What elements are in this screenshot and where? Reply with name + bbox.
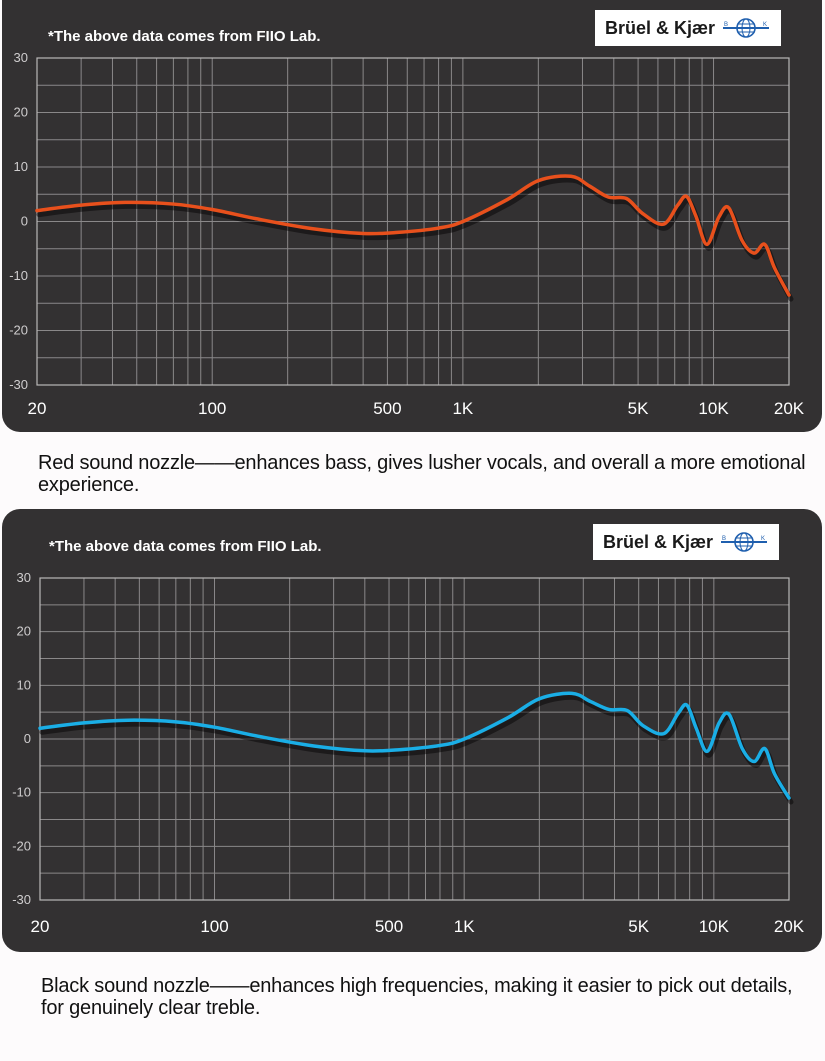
plot-frame [36, 57, 790, 386]
y-tick-label: -20 [12, 838, 31, 853]
source-note: *The above data comes from FIIO Lab. [49, 538, 322, 555]
x-tick-label: 100 [200, 917, 228, 936]
chart-panel-black: *The above data comes from FIIO Lab. Brü… [2, 509, 822, 952]
y-tick-label: -20 [9, 323, 28, 338]
y-tick-label: 10 [17, 677, 31, 692]
y-tick-label: -10 [9, 268, 28, 283]
series-line-black-sound-nozzle [38, 691, 791, 800]
x-tick-label: 10K [698, 399, 729, 418]
globe-icon: B K [721, 532, 768, 552]
source-note: *The above data comes from FIIO Lab. [48, 28, 321, 45]
x-tick-label: 20 [28, 399, 47, 418]
logo-text: Brüel & Kjær [604, 17, 716, 38]
logo-text: Brüel & Kjær [602, 531, 714, 552]
y-tick-label: 0 [21, 214, 28, 229]
y-tick-label: -30 [9, 377, 28, 392]
caption-red-nozzle: Red sound nozzle——enhances bass, gives l… [38, 452, 806, 496]
x-tick-label: 5K [628, 399, 649, 418]
x-tick-label: 500 [375, 917, 403, 936]
bruel-kjaer-logo: Brüel & Kjær B K [595, 10, 781, 46]
series-line-red-sound-nozzle [35, 174, 791, 297]
y-tick-label: 0 [24, 731, 31, 746]
svg-text:K: K [763, 22, 767, 28]
globe-icon: B K [723, 18, 770, 38]
x-tick-label: 1K [454, 917, 475, 936]
x-tick-label: 20K [774, 399, 805, 418]
x-tick-label: 1K [452, 399, 473, 418]
y-tick-label: 30 [17, 570, 31, 585]
svg-text:B: B [722, 536, 726, 542]
chart-panel-red: *The above data comes from FIIO Lab. Brü… [2, 0, 822, 432]
x-tick-label: 100 [198, 399, 226, 418]
svg-text:K: K [761, 536, 765, 542]
y-tick-label: 20 [14, 105, 28, 120]
y-tick-label: -30 [12, 892, 31, 907]
bruel-kjaer-logo: Brüel & Kjær B K [593, 524, 779, 560]
svg-text:B: B [724, 22, 728, 28]
x-tick-label: 5K [628, 917, 649, 936]
plot-frame [39, 577, 790, 901]
y-tick-label: 10 [14, 159, 28, 174]
series-line-shadow [36, 177, 794, 302]
caption-black-nozzle: Black sound nozzle——enhances high freque… [41, 975, 793, 1019]
x-tick-label: 10K [699, 917, 730, 936]
x-tick-label: 500 [373, 399, 401, 418]
y-tick-label: -10 [12, 785, 31, 800]
y-tick-label: 20 [17, 624, 31, 639]
y-tick-label: 30 [14, 50, 28, 65]
x-tick-label: 20K [774, 917, 805, 936]
x-tick-label: 20 [31, 917, 50, 936]
